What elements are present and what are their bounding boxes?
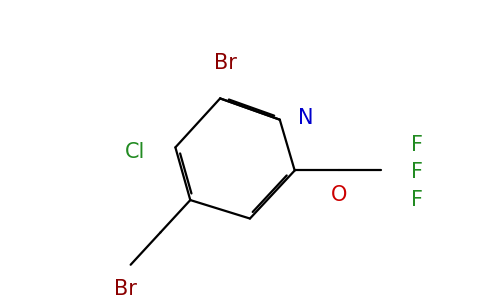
Text: N: N: [298, 108, 313, 128]
Text: F: F: [411, 190, 423, 210]
Text: O: O: [331, 185, 348, 205]
Text: Br: Br: [114, 279, 137, 298]
Text: Br: Br: [213, 52, 237, 73]
Text: F: F: [411, 162, 423, 182]
Text: F: F: [411, 135, 423, 155]
Text: Cl: Cl: [125, 142, 146, 162]
